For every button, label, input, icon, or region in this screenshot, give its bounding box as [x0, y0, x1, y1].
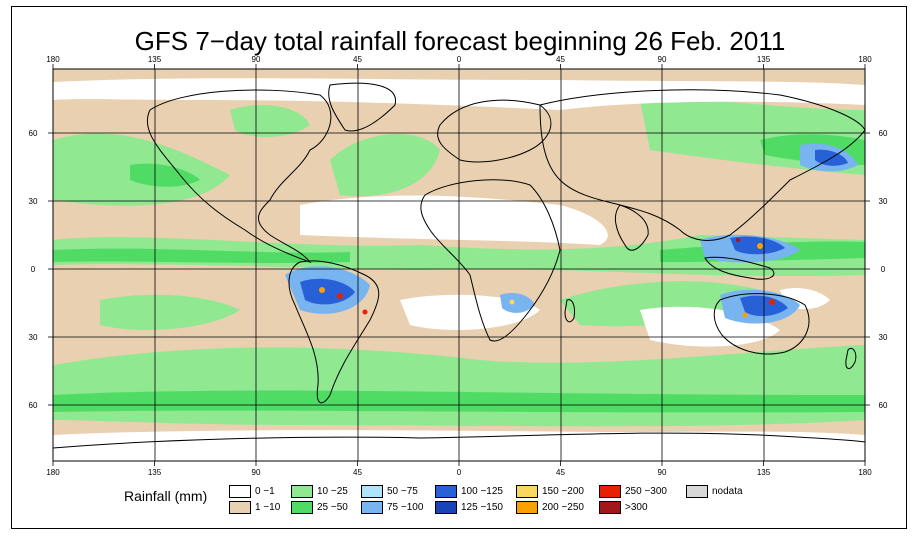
- legend-swatch: [229, 501, 251, 514]
- lon-tick-label: 90: [252, 468, 261, 477]
- lat-tick-label: 30: [879, 333, 888, 342]
- lon-tick-label: 180: [858, 55, 872, 64]
- lat-tick-label: 30: [879, 197, 888, 206]
- legend-swatch: [435, 501, 457, 514]
- lon-tick-label: 90: [658, 55, 667, 64]
- legend-title: Rainfall (mm): [124, 488, 208, 504]
- lon-tick-label: 0: [457, 55, 462, 64]
- lon-tick-label: 135: [148, 468, 162, 477]
- legend-swatch: [291, 485, 313, 498]
- lat-tick-label: 0: [881, 265, 886, 274]
- lon-tick-label: 180: [46, 468, 60, 477]
- lon-tick-label: 45: [556, 468, 565, 477]
- lon-tick-label: 135: [757, 55, 771, 64]
- heavy-rain-patches: [285, 143, 858, 324]
- legend-swatch: [435, 485, 457, 498]
- legend-label: 125 −150: [461, 502, 503, 513]
- legend-label: 10 −25: [317, 486, 348, 497]
- legend-swatch: [229, 485, 251, 498]
- legend-swatch: [599, 485, 621, 498]
- lon-tick-label: 45: [353, 468, 362, 477]
- graticule: [53, 69, 865, 461]
- lon-tick-label: 135: [148, 55, 162, 64]
- legend-label: 1 −10: [255, 502, 281, 513]
- legend-label: nodata: [712, 486, 743, 497]
- lon-tick-label: 180: [858, 468, 872, 477]
- map-title: GFS 7−day total rainfall forecast beginn…: [134, 26, 786, 56]
- lat-tick-label: 60: [29, 129, 38, 138]
- india-outline: [614, 204, 649, 251]
- legend-swatch: [361, 485, 383, 498]
- axis-ticks: [48, 64, 870, 466]
- legend-swatch: [516, 485, 538, 498]
- africa-outline: [420, 179, 561, 342]
- lat-tick-label: 0: [31, 265, 36, 274]
- legend-label: 100 −125: [461, 486, 503, 497]
- new-zealand-outline: [845, 347, 857, 369]
- legend-swatch: [599, 501, 621, 514]
- lat-tick-label: 30: [29, 197, 38, 206]
- madagascar-outline: [564, 299, 575, 323]
- legend-swatch: [516, 501, 538, 514]
- lon-tick-label: 90: [252, 55, 261, 64]
- coastlines: [53, 82, 865, 449]
- australia-outline: [713, 293, 810, 355]
- legend-label: 25 −50: [317, 502, 348, 513]
- europe-outline: [437, 99, 552, 163]
- asia-outline: [539, 89, 865, 241]
- lon-tick-label: 45: [353, 55, 362, 64]
- legend-label: 150 −200: [542, 486, 584, 497]
- legend-swatch: [361, 501, 383, 514]
- greenland-outline: [328, 82, 396, 132]
- maritime-continent-outline: [704, 256, 775, 280]
- lon-tick-label: 180: [46, 55, 60, 64]
- lat-tick-label: 60: [879, 401, 888, 410]
- legend-label: 75 −100: [387, 502, 424, 513]
- north-america-outline: [146, 89, 332, 264]
- lat-tick-label: 60: [879, 129, 888, 138]
- antarctica-outline: [53, 432, 865, 449]
- legend-swatch: [686, 485, 708, 498]
- lat-tick-label: 60: [29, 401, 38, 410]
- lon-tick-label: 90: [658, 468, 667, 477]
- legend-label: 50 −75: [387, 486, 418, 497]
- map-field: [53, 69, 865, 461]
- legend-label: >300: [625, 502, 648, 513]
- legend-label: 0 −1: [255, 486, 275, 497]
- lon-tick-label: 45: [556, 55, 565, 64]
- lon-tick-label: 135: [757, 468, 771, 477]
- south-america-outline: [288, 260, 380, 404]
- legend-label: 250 −300: [625, 486, 667, 497]
- lat-tick-label: 30: [29, 333, 38, 342]
- lon-tick-label: 0: [457, 468, 462, 477]
- tick-labels: 180 180 135 135 90 90 45 45 0 0 45 45 90 90 135 135 180 1…: [29, 55, 888, 477]
- legend-swatch: [291, 501, 313, 514]
- figure-frame: [11, 6, 907, 529]
- legend-label: 200 −250: [542, 502, 584, 513]
